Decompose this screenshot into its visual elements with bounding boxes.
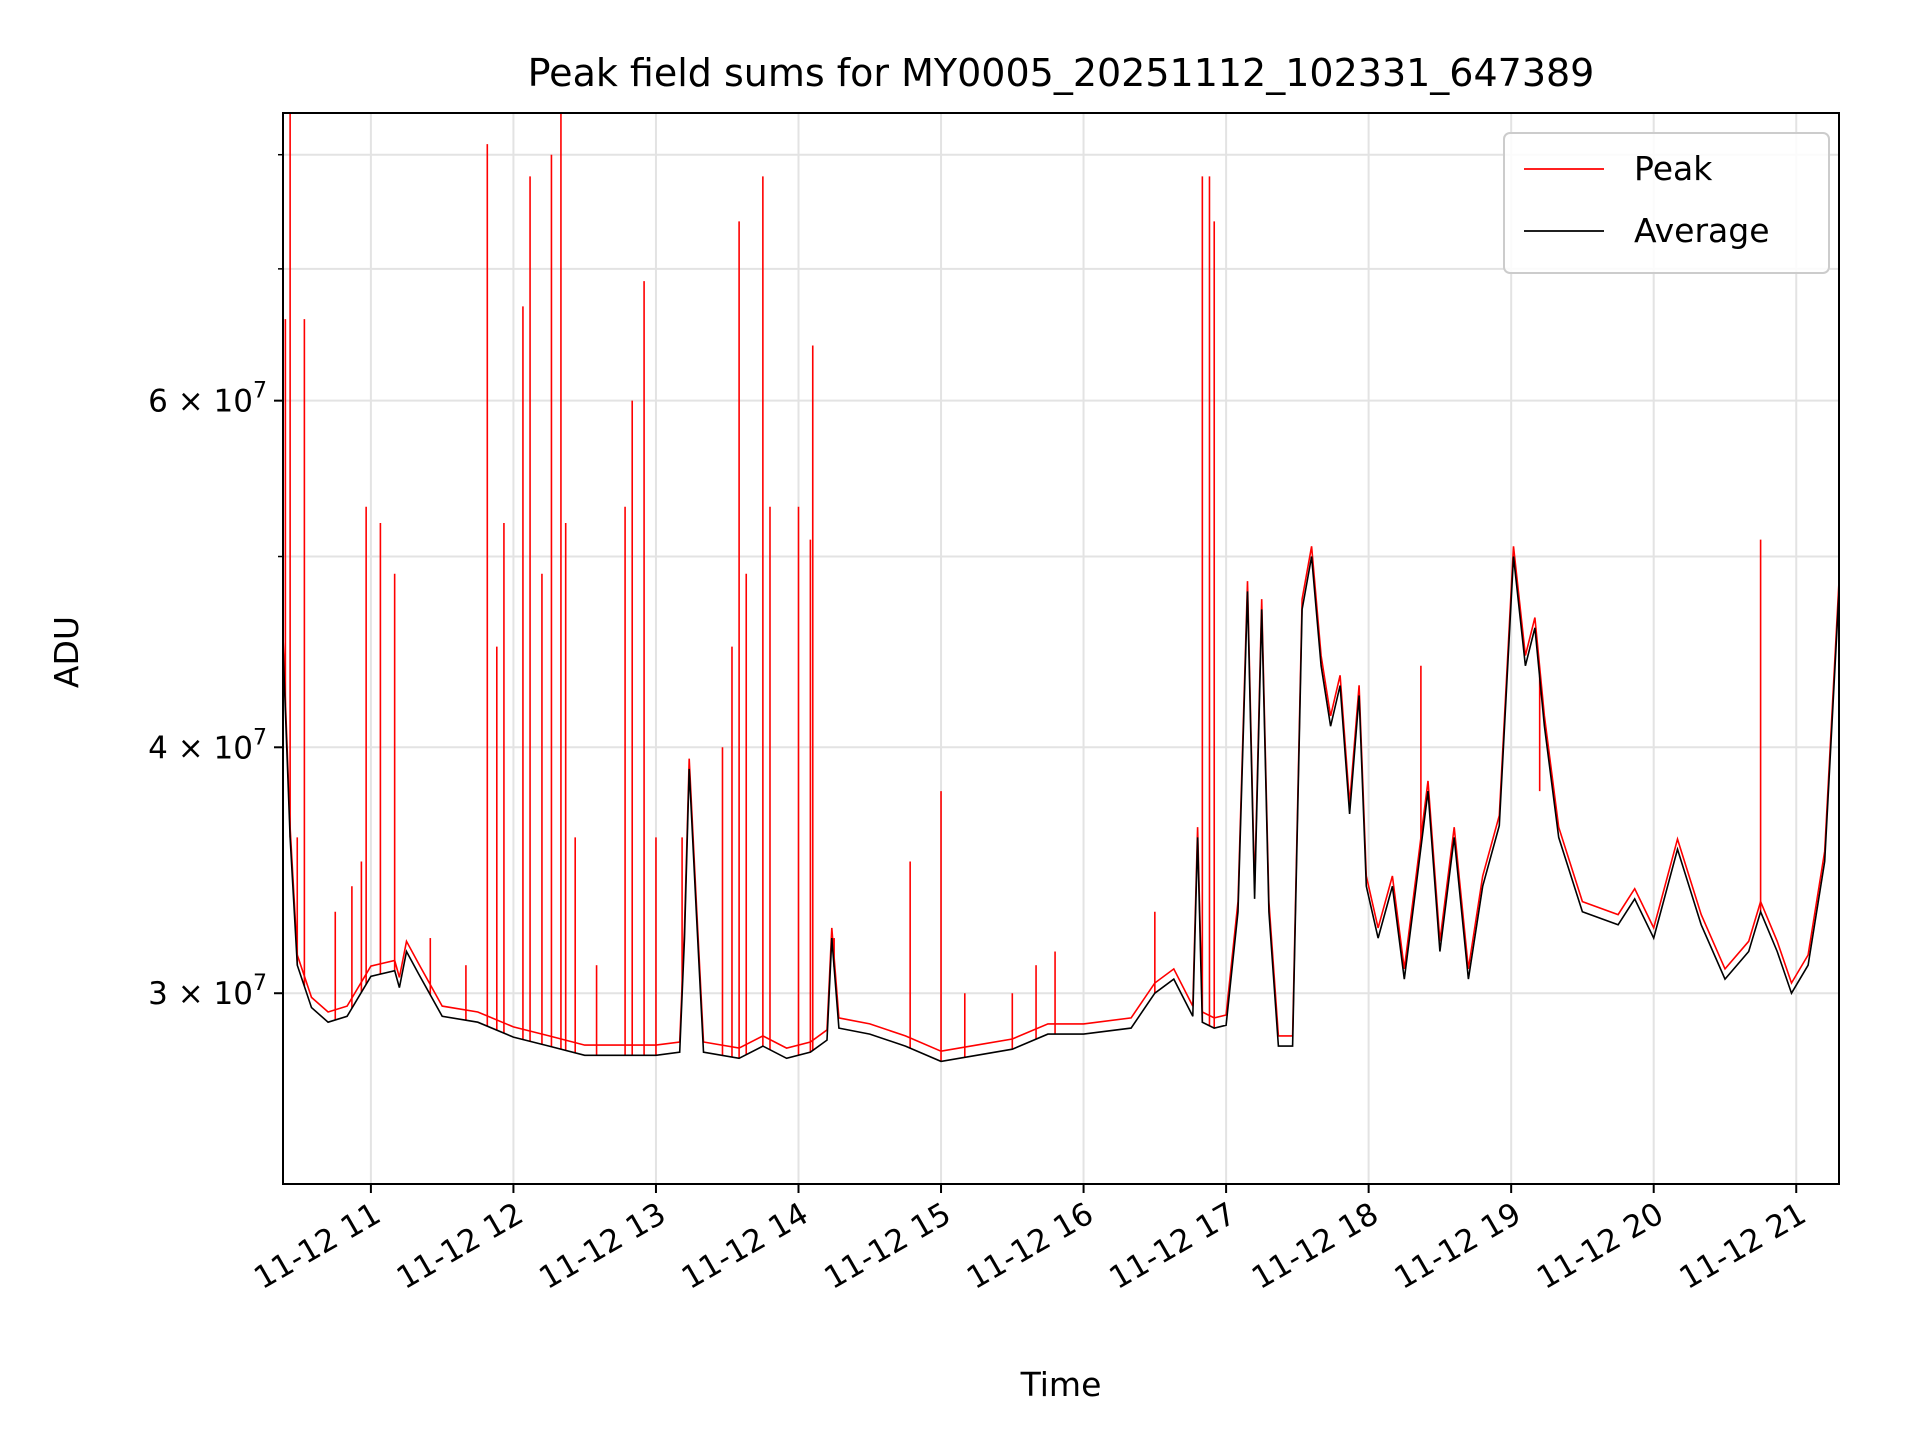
legend-box: [1503, 132, 1830, 274]
legend: Peak Average: [1503, 132, 1830, 274]
legend-label-peak: Peak: [1634, 149, 1713, 188]
y-tick-label: 6 × 107: [148, 379, 267, 420]
y-axis-label: ADU: [47, 616, 86, 688]
legend-label-average: Average: [1634, 211, 1770, 250]
y-tick-label: 3 × 107: [148, 971, 267, 1012]
y-tick-label: 4 × 107: [148, 725, 267, 766]
y-tick-exponent: 7: [253, 379, 267, 404]
x-axis-label: Time: [1020, 1365, 1102, 1404]
axes-frame: [282, 112, 1840, 1185]
average-series-line: [283, 556, 1839, 1063]
plot-area: [283, 113, 1839, 1063]
peak-series-line: [283, 546, 1839, 1053]
chart-title: Peak field sums for MY0005_20251112_1023…: [528, 51, 1595, 95]
y-tick-exponent: 7: [253, 725, 267, 750]
y-tick-exponent: 7: [253, 971, 267, 996]
